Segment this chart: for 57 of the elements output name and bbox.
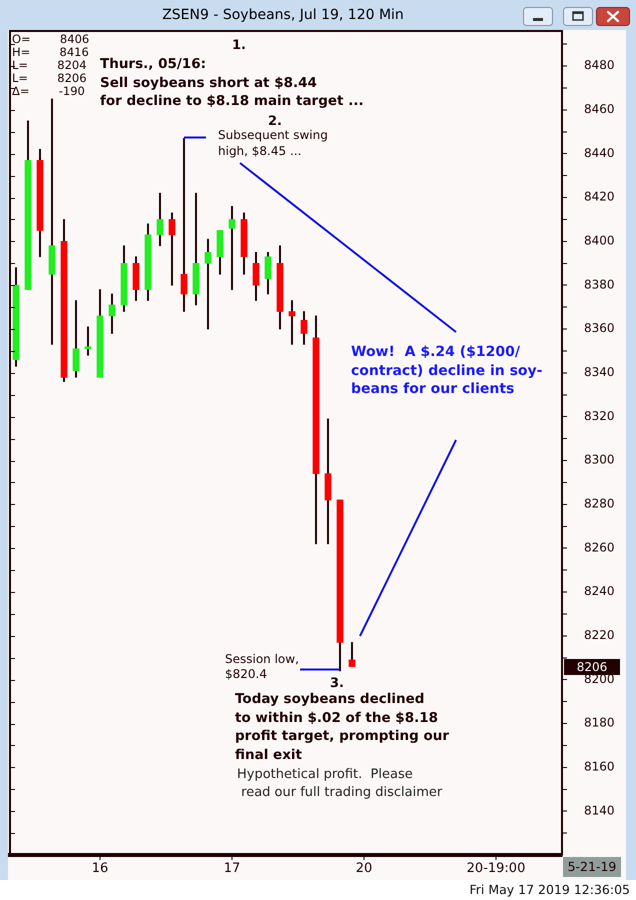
y-tick-label: 8440 xyxy=(584,146,615,160)
y-tick-label: 8340 xyxy=(584,364,615,379)
annotation: Session low, $820.4 xyxy=(225,652,299,682)
candlestick xyxy=(36,149,44,258)
candlestick xyxy=(72,300,80,378)
y-tick-label: 8160 xyxy=(584,759,615,774)
annotation: 3. xyxy=(330,676,344,692)
annotation: Hypothetical profit. Please read our full trading disclaimer xyxy=(237,766,442,802)
candlestick xyxy=(288,300,296,345)
text: 8206 xyxy=(564,659,620,675)
candlestick xyxy=(192,192,200,306)
y-tick-label: 8260 xyxy=(584,540,615,554)
candlestick xyxy=(84,326,92,356)
annotation: 1. xyxy=(232,38,246,54)
annotation: Wow! A $.24 ($1200/ contract) decline in soy- beans for our clients xyxy=(351,343,542,398)
candlestick xyxy=(156,192,164,246)
candlestick xyxy=(180,138,188,312)
y-tick-label: 8420 xyxy=(584,190,615,204)
y-tick-label: 8480 xyxy=(584,58,615,72)
candlestick xyxy=(300,311,308,345)
x-tick-label: 17 xyxy=(224,861,240,876)
candlestick xyxy=(324,418,332,544)
candlestick xyxy=(228,206,236,290)
y-tick-label: 8240 xyxy=(584,584,615,598)
candlestick xyxy=(252,252,260,301)
y-tick-label: 8320 xyxy=(584,408,615,423)
candlestick xyxy=(48,98,56,345)
text: Fri May 17 2019 12:36:05 xyxy=(470,882,630,898)
candlestick xyxy=(120,245,128,312)
annotation: Subsequent swing high, $8.45 ... xyxy=(218,127,328,159)
candlestick xyxy=(144,224,152,301)
y-tick-label: 8360 xyxy=(584,321,615,336)
candlestick xyxy=(108,294,116,334)
y-tick-label: 8280 xyxy=(584,496,615,510)
candlestick xyxy=(240,212,248,275)
x-tick-label: 16 xyxy=(92,861,108,876)
y-tick-label: 8460 xyxy=(584,102,615,116)
candlestick xyxy=(276,245,284,330)
annotation: 2. xyxy=(268,114,282,130)
candlestick xyxy=(312,316,320,544)
y-tick-label: 8300 xyxy=(584,452,615,467)
candlestick xyxy=(132,256,140,301)
chart-title: ZSEN9 - Soybeans, Jul 19, 120 Min xyxy=(162,7,404,23)
y-tick-label: 8380 xyxy=(584,277,615,292)
candlestick xyxy=(204,238,212,330)
annotation: Today soybeans declined to within $.02 of the $8.18 profit target, prompting our final exit xyxy=(235,690,450,764)
y-tick-label: 8220 xyxy=(584,628,615,642)
y-tick-label: 8400 xyxy=(584,234,615,248)
x-tick-label: 20-19:00 xyxy=(466,861,526,876)
x-tick-label: 20 xyxy=(356,861,372,876)
candlestick xyxy=(264,252,272,294)
y-tick-label: 8140 xyxy=(584,803,615,818)
y-tick-label: 8180 xyxy=(584,716,615,730)
candlestick xyxy=(60,219,68,382)
candlestick xyxy=(168,212,176,286)
text: 5-21-19 xyxy=(563,857,621,877)
annotation: Thurs., 05/16: Sell soybeans short at $8.44 for decline to $8.18 main target ... xyxy=(100,55,364,110)
